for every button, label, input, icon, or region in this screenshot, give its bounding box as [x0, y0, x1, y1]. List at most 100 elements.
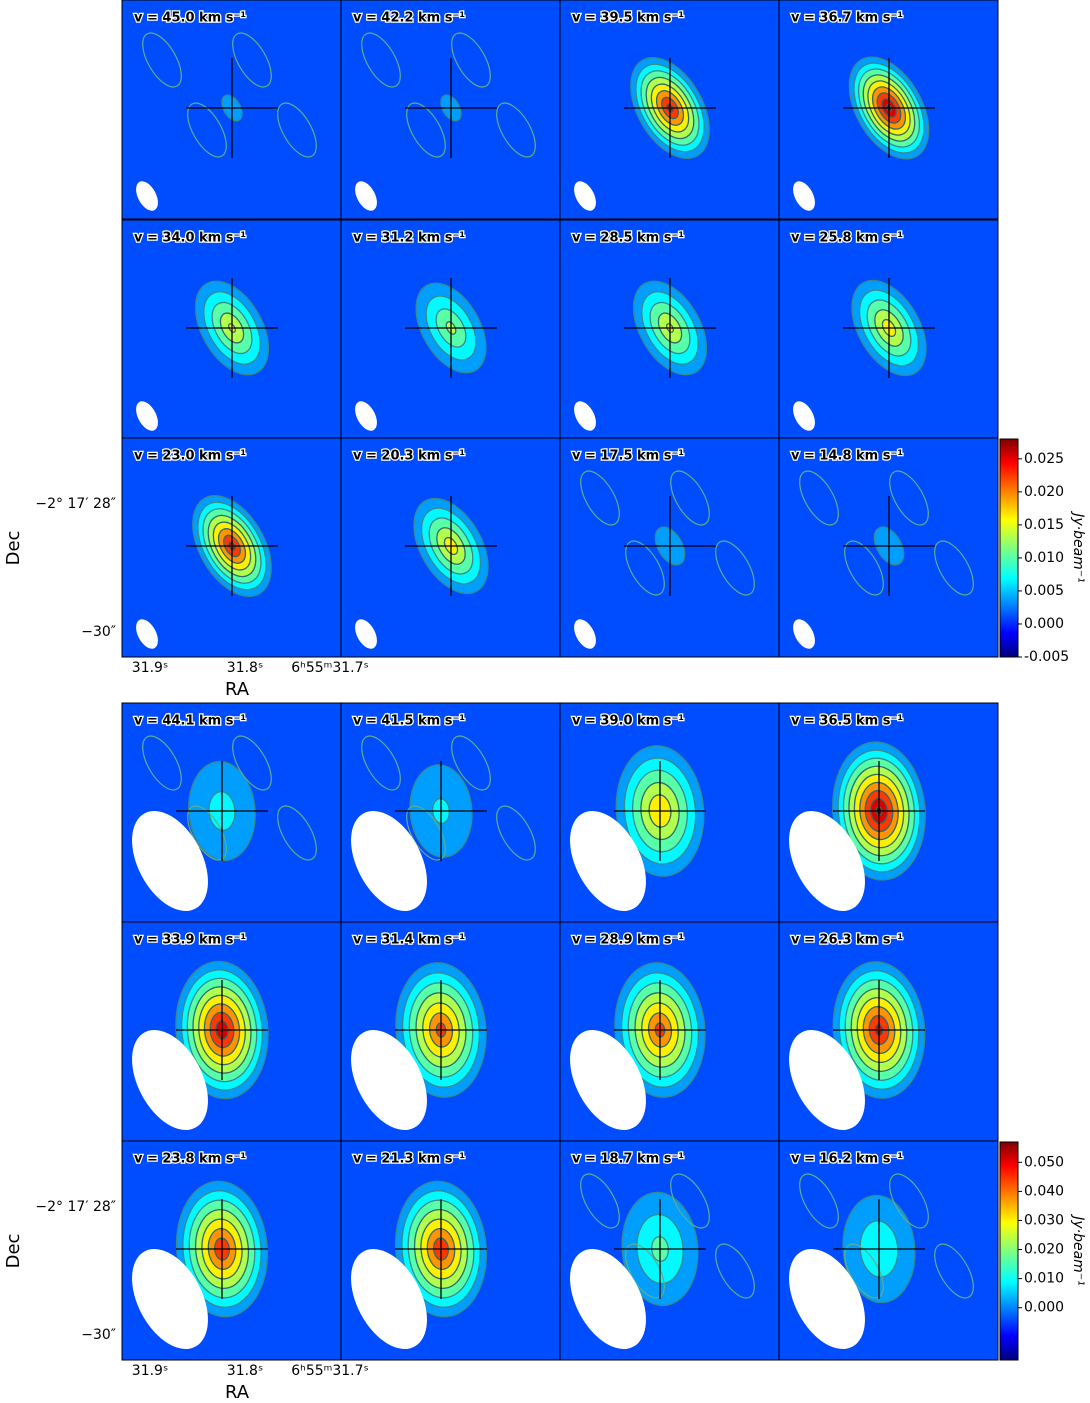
y-axis-label: Dec	[3, 531, 24, 566]
velocity-label: v = 44.1 km s⁻¹	[134, 714, 246, 729]
channel-panel: v = 39.0 km s⁻¹	[559, 702, 780, 923]
velocity-label: v = 45.0 km s⁻¹	[134, 11, 246, 26]
velocity-label: v = 36.5 km s⁻¹	[791, 714, 903, 729]
noise-contour	[625, 540, 665, 596]
channel-panel: v = 28.5 km s⁻¹	[559, 219, 780, 440]
channel-panel: v = 28.9 km s⁻¹	[559, 921, 780, 1142]
velocity-label: v = 16.2 km s⁻¹	[791, 1152, 903, 1167]
x-tick-label: 31.9ˢ	[132, 1363, 168, 1379]
x-tick-label: 6ʰ55ᵐ31.7ˢ	[291, 660, 369, 676]
beam	[136, 181, 158, 211]
noise-contour	[844, 540, 884, 596]
channel-panel: v = 44.1 km s⁻¹	[121, 702, 342, 923]
colorbar-tick-label: 0.020	[1024, 484, 1064, 500]
beam	[793, 401, 815, 431]
colorbar-tick-label: 0.000	[1024, 1300, 1064, 1316]
channel-panel: v = 18.7 km s⁻¹	[559, 1140, 780, 1361]
noise-contour	[580, 470, 620, 526]
channel-panel: v = 36.5 km s⁻¹	[778, 702, 999, 923]
beam	[355, 181, 377, 211]
velocity-label: v = 25.8 km s⁻¹	[791, 231, 903, 246]
noise-contour	[187, 102, 227, 158]
noise-contour	[496, 102, 536, 158]
noise-contour	[232, 735, 272, 791]
noise-contour	[451, 32, 491, 88]
channel-panel: v = 14.8 km s⁻¹	[778, 437, 999, 658]
panel-image	[122, 1141, 341, 1360]
noise-contour	[277, 102, 317, 158]
colorbar-label: Jy·beam⁻¹	[1070, 1213, 1086, 1286]
beam	[793, 181, 815, 211]
beam	[355, 401, 377, 431]
colorbar-tick-label: 0.050	[1024, 1154, 1064, 1170]
noise-contour	[451, 735, 491, 791]
colorbar-tick-label: 0.030	[1024, 1212, 1064, 1228]
velocity-label: v = 26.3 km s⁻¹	[791, 933, 903, 948]
channel-panel: v = 45.0 km s⁻¹	[121, 0, 342, 220]
panel-frame	[778, 1140, 999, 1361]
x-tick-label: 31.9ˢ	[132, 660, 168, 676]
noise-contour	[142, 32, 182, 88]
beam	[793, 619, 815, 649]
beam	[789, 811, 865, 911]
noise-contour	[496, 805, 536, 861]
velocity-label: v = 21.3 km s⁻¹	[353, 1152, 465, 1167]
panel-image	[779, 703, 998, 922]
beam	[132, 1249, 208, 1349]
beam	[355, 619, 377, 649]
noise-contour	[232, 32, 272, 88]
beam	[574, 619, 596, 649]
channel-panel: v = 34.0 km s⁻¹	[121, 219, 342, 440]
beam	[789, 1030, 865, 1130]
velocity-label: v = 23.8 km s⁻¹	[134, 1152, 246, 1167]
channel-panel: v = 16.2 km s⁻¹	[778, 1140, 999, 1361]
y-axis-label: Dec	[3, 1234, 24, 1269]
noise-contour	[670, 470, 710, 526]
beam	[574, 401, 596, 431]
velocity-label: v = 17.5 km s⁻¹	[572, 449, 684, 464]
channel-panel: v = 33.9 km s⁻¹	[121, 921, 342, 1142]
velocity-label: v = 42.2 km s⁻¹	[353, 11, 465, 26]
panel-image	[341, 1141, 560, 1360]
velocity-label: v = 34.0 km s⁻¹	[134, 231, 246, 246]
beam	[136, 401, 158, 431]
noise-contour	[889, 1173, 929, 1229]
colorbar-tick-label: 0.005	[1024, 583, 1064, 599]
noise-contour	[799, 1173, 839, 1229]
channel-panel: v = 41.5 km s⁻¹	[340, 702, 561, 923]
colorbar	[999, 1141, 1019, 1361]
velocity-label: v = 23.0 km s⁻¹	[134, 449, 246, 464]
velocity-label: v = 41.5 km s⁻¹	[353, 714, 465, 729]
noise-contour	[889, 470, 929, 526]
colorbar-tick-label: 0.000	[1024, 616, 1064, 632]
channel-panel: v = 17.5 km s⁻¹	[559, 437, 780, 658]
colorbar	[999, 438, 1019, 658]
panel-frame	[778, 0, 999, 220]
colorbar-label: Jy·beam⁻¹	[1070, 510, 1086, 583]
velocity-label: v = 14.8 km s⁻¹	[791, 449, 903, 464]
channel-panel: v = 25.8 km s⁻¹	[778, 219, 999, 440]
colorbar-tick-label: 0.025	[1024, 451, 1064, 467]
noise-contour	[406, 102, 446, 158]
channel-panel: v = 42.2 km s⁻¹	[340, 0, 561, 220]
panel-image	[122, 922, 341, 1141]
y-tick-label: −2° 17′ 28″	[35, 496, 116, 512]
beam	[351, 1030, 427, 1130]
x-tick-label: 31.8ˢ	[227, 660, 263, 676]
y-tick-label: −2° 17′ 28″	[35, 1199, 116, 1215]
channel-panel: v = 26.3 km s⁻¹	[778, 921, 999, 1142]
velocity-label: v = 28.9 km s⁻¹	[572, 933, 684, 948]
velocity-label: v = 28.5 km s⁻¹	[572, 231, 684, 246]
x-tick-label: 6ʰ55ᵐ31.7ˢ	[291, 1363, 369, 1379]
panel-image	[560, 220, 779, 439]
beam	[570, 1030, 646, 1130]
noise-contour	[277, 805, 317, 861]
velocity-label: v = 18.7 km s⁻¹	[572, 1152, 684, 1167]
colorbar-tick-label: 0.010	[1024, 1271, 1064, 1287]
panel-image	[122, 703, 341, 922]
noise-contour	[580, 1173, 620, 1229]
beam	[789, 1249, 865, 1349]
panel-frame	[778, 437, 999, 658]
channel-panel: v = 20.3 km s⁻¹	[340, 437, 561, 658]
panel-image	[779, 922, 998, 1141]
